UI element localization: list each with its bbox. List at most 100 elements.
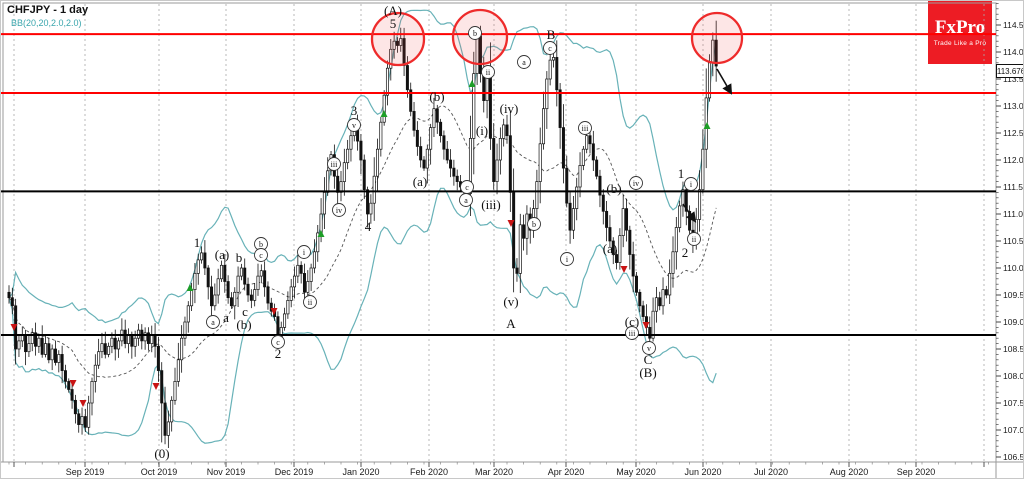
sell-signal-arrow xyxy=(270,308,278,315)
wave-label: 1 xyxy=(678,166,685,181)
sell-signal-arrow xyxy=(79,400,87,407)
wave-label-circled: c xyxy=(276,338,280,347)
wave-label: (b) xyxy=(606,181,621,196)
wave-label-circled: ii xyxy=(308,298,313,307)
highlight-circle xyxy=(370,11,426,67)
svg-text:109.500: 109.500 xyxy=(1003,290,1024,300)
wave-label: (i) xyxy=(476,123,488,138)
trend-arrow xyxy=(682,203,697,223)
wave-label: (B) xyxy=(639,365,656,380)
wave-label-circled: v xyxy=(647,344,651,353)
svg-text:111.500: 111.500 xyxy=(1003,182,1024,192)
wave-label-circled: iii xyxy=(331,160,338,169)
svg-text:114.500: 114.500 xyxy=(1003,20,1024,30)
svg-text:Aug 2020: Aug 2020 xyxy=(830,467,869,477)
svg-text:Nov 2019: Nov 2019 xyxy=(207,467,246,477)
wave-label-circled: i xyxy=(690,180,693,189)
sell-signal-arrow xyxy=(507,220,515,227)
svg-text:Jun 2020: Jun 2020 xyxy=(684,467,721,477)
svg-text:110.500: 110.500 xyxy=(1003,236,1024,246)
wave-label: 1 xyxy=(194,235,201,250)
svg-text:111.000: 111.000 xyxy=(1003,209,1024,219)
svg-text:112.500: 112.500 xyxy=(1003,128,1024,138)
wave-label: 5 xyxy=(390,16,397,31)
wave-label-circled: a xyxy=(211,318,215,327)
wave-label: (b) xyxy=(429,89,444,104)
wave-label-circled: ii xyxy=(486,68,491,77)
sell-signal-arrow xyxy=(69,380,77,387)
svg-text:114.000: 114.000 xyxy=(1003,47,1024,57)
wave-label: (A) xyxy=(384,3,402,18)
sell-signal-arrow xyxy=(642,322,650,329)
wave-label-circled: i xyxy=(303,248,306,257)
wave-label: c xyxy=(242,304,248,319)
trend-arrow xyxy=(716,68,733,95)
fxpro-logo-text: FxPro xyxy=(934,17,986,38)
svg-text:112.000: 112.000 xyxy=(1003,155,1024,165)
highlight-circle xyxy=(690,11,744,65)
wave-label-circled: iii xyxy=(629,329,636,338)
svg-text:Oct 2019: Oct 2019 xyxy=(141,467,178,477)
wave-label-circled: c xyxy=(259,251,263,260)
wave-label: (a) xyxy=(603,241,617,256)
wave-label-circled: b xyxy=(259,240,263,249)
svg-text:Mar 2020: Mar 2020 xyxy=(475,467,513,477)
wave-label: (iv) xyxy=(500,101,519,116)
wave-label: 2 xyxy=(275,346,282,361)
wave-label: B xyxy=(547,27,556,42)
buy-signal-arrow xyxy=(468,80,476,87)
wave-label-circled: a xyxy=(464,196,468,205)
svg-text:Apr 2020: Apr 2020 xyxy=(548,467,585,477)
symbol-title: CHFJPY - 1 day xyxy=(7,4,89,16)
wave-label-circled: c xyxy=(465,183,469,192)
svg-text:Jan 2020: Jan 2020 xyxy=(342,467,379,477)
buy-signal-arrow xyxy=(317,230,325,237)
wave-label: b xyxy=(236,250,243,265)
svg-text:109.000: 109.000 xyxy=(1003,317,1024,327)
svg-text:Sep 2019: Sep 2019 xyxy=(66,467,105,477)
sell-signal-arrow xyxy=(10,324,18,331)
wave-label: (a) xyxy=(215,247,229,262)
wave-label-circled: a xyxy=(522,58,526,67)
wave-label: (a) xyxy=(413,174,427,189)
wave-label-circled: c xyxy=(548,44,552,53)
svg-text:106.500: 106.500 xyxy=(1003,452,1024,462)
svg-text:108.000: 108.000 xyxy=(1003,371,1024,381)
wave-label: C xyxy=(644,352,653,367)
wave-label: 2 xyxy=(682,245,689,260)
wave-label: a xyxy=(223,310,229,325)
wave-label-circled: v xyxy=(352,121,356,130)
wave-label-circled: iv xyxy=(336,206,342,215)
fxpro-logo-tagline: Trade Like a Pro xyxy=(933,40,987,47)
current-price-tag: 113.676 xyxy=(996,64,1023,78)
svg-text:107.500: 107.500 xyxy=(1003,398,1024,408)
svg-text:108.500: 108.500 xyxy=(1003,344,1024,354)
wave-label: (iii) xyxy=(481,197,501,212)
buy-signal-arrow xyxy=(186,284,194,291)
wave-label-circled: i xyxy=(566,255,569,264)
wave-label: 3 xyxy=(351,103,358,118)
wave-label-circled: iii xyxy=(582,124,589,133)
wave-label: 4 xyxy=(365,219,372,234)
svg-text:Dec 2019: Dec 2019 xyxy=(275,467,314,477)
svg-text:110.000: 110.000 xyxy=(1003,263,1024,273)
wave-label: (0) xyxy=(154,446,169,461)
wave-label-circled: iv xyxy=(633,179,639,188)
svg-text:113.000: 113.000 xyxy=(1003,101,1024,111)
fxpro-logo: FxPro Trade Like a Pro xyxy=(928,1,992,64)
wave-label-circled: b xyxy=(532,220,536,229)
sell-signal-arrow xyxy=(152,383,160,390)
buy-signal-arrow xyxy=(703,122,711,129)
buy-signal-arrow xyxy=(380,110,388,117)
indicator-label: BB(20,20,2.0,2.0) xyxy=(11,18,82,28)
svg-text:Jul 2020: Jul 2020 xyxy=(754,467,788,477)
wave-label: (v) xyxy=(503,294,518,309)
svg-text:May 2020: May 2020 xyxy=(616,467,656,477)
svg-text:Feb 2020: Feb 2020 xyxy=(410,467,448,477)
wave-label-circled: ii xyxy=(692,235,697,244)
wave-label: A xyxy=(506,316,516,331)
svg-text:107.000: 107.000 xyxy=(1003,425,1024,435)
svg-text:Sep 2020: Sep 2020 xyxy=(897,467,936,477)
